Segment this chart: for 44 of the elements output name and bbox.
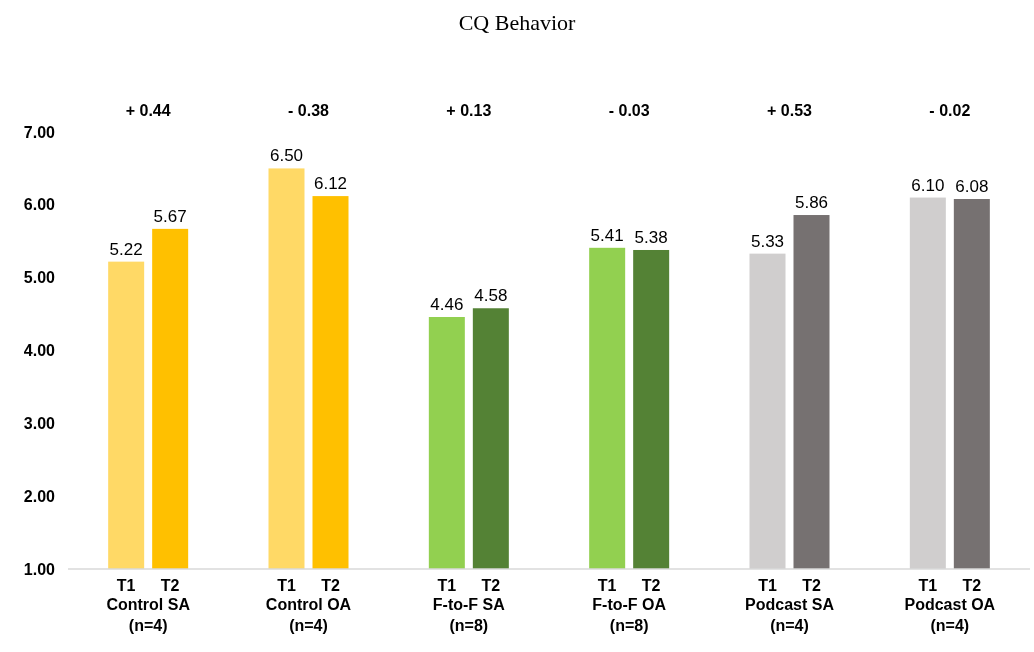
series-label: T2 — [160, 577, 180, 594]
text: - 0.02 — [929, 102, 971, 119]
series-label: T1 — [116, 577, 136, 594]
y-tick-label: 3.00 — [23, 414, 56, 432]
data-label: 5.38 — [634, 227, 668, 247]
x-tick-label: F-to-F SA (n=8) — [432, 596, 506, 634]
text: T2 — [962, 577, 982, 594]
text: T1 — [758, 577, 777, 594]
text: T1 — [918, 577, 938, 594]
text: T2 — [802, 577, 821, 594]
text: - 0.38 — [288, 102, 330, 119]
data-label: 5.22 — [109, 239, 143, 259]
data-label: 6.12 — [313, 174, 348, 194]
text: T2 — [321, 577, 340, 594]
data-label: 6.50 — [269, 146, 304, 166]
text: + 0.44 — [125, 102, 171, 119]
x-tick-label: Podcast OA (n=4) — [904, 596, 996, 634]
text: T1 — [437, 577, 457, 594]
text: T1 — [277, 577, 296, 594]
data-label: 5.41 — [590, 225, 624, 245]
y-tick-label: 6.00 — [23, 196, 56, 214]
data-label: 5.67 — [153, 206, 187, 226]
text: T2 — [481, 577, 501, 594]
x-tick-label: Control OA (n=4) — [265, 596, 352, 634]
text: T1 — [597, 577, 617, 594]
text: + 0.53 — [767, 102, 813, 119]
y-tick-label: 4.00 — [23, 342, 56, 360]
text: T2 — [641, 577, 661, 594]
text: + 0.13 — [446, 102, 492, 119]
data-label: 4.58 — [474, 286, 508, 306]
y-tick-label: 7.00 — [23, 123, 56, 141]
chart-title: CQ Behavior — [458, 10, 577, 35]
y-tick-label: 1.00 — [23, 560, 56, 578]
x-tick-label: F-to-F OA (n=8) — [592, 596, 667, 634]
text: - 0.03 — [608, 102, 650, 119]
data-label: 6.08 — [955, 177, 989, 197]
x-tick-label: Podcast SA (n=4) — [745, 596, 835, 634]
data-label: 5.33 — [750, 231, 785, 251]
y-tick-label: 2.00 — [23, 487, 56, 505]
data-label: 4.46 — [430, 295, 464, 314]
y-tick-label: 5.00 — [23, 269, 56, 287]
data-label: 6.10 — [911, 175, 945, 195]
data-label: 5.86 — [794, 193, 829, 213]
x-tick-label: Control SA (n=4) — [106, 596, 191, 634]
